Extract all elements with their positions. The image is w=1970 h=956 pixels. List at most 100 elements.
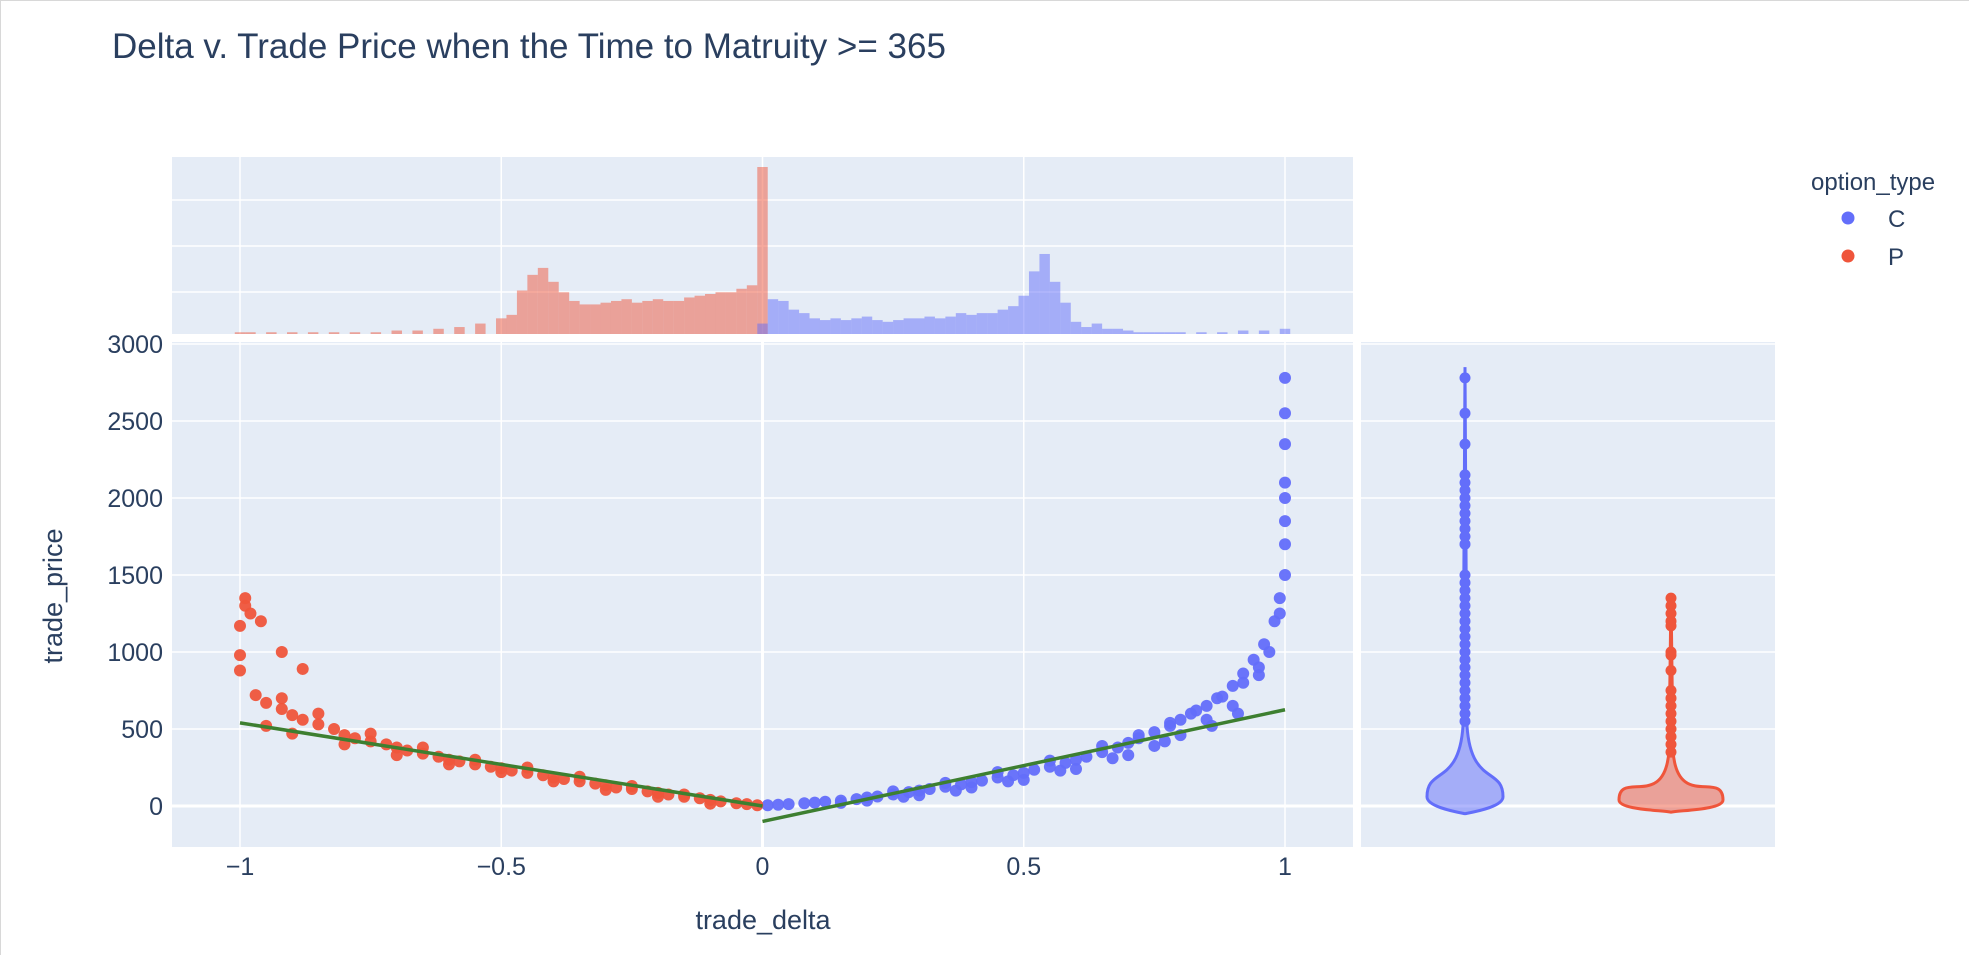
scatter-point-c [1158,735,1171,748]
scatter-point-c [1216,690,1229,703]
histogram-bar-p [631,302,643,334]
violin-point-c [1459,592,1471,604]
legend-item-c[interactable]: C [1841,206,1906,233]
histogram-bar-c [1258,330,1270,334]
y-tick-label: 2000 [107,485,163,513]
histogram-bar-p [245,332,256,334]
violin-point-c [1459,623,1471,635]
scatter-point-c [782,798,795,811]
scatter-point-p [328,723,341,735]
histogram-bar-p [705,293,716,334]
violin-point-c [1459,577,1471,589]
legend: option_type C P [1811,169,1935,271]
violin-point-c [1459,685,1471,696]
legend-label-c: C [1888,206,1905,233]
scatter-point-c [1279,371,1291,384]
histogram-bar-c [1112,328,1124,334]
scatter-point-p [312,718,325,731]
histogram-bar-c [1237,330,1249,334]
violin-point-p [1665,715,1677,727]
y-tick-label: 2500 [107,408,163,436]
histogram-bar-c [1008,306,1019,334]
histogram-bar-c [1154,332,1165,334]
histogram-bar-p [433,328,444,334]
legend-label-p: P [1888,244,1904,271]
histogram-bar-p [579,304,591,334]
scatter-point-c [1200,699,1213,712]
violin-point-c [1459,661,1471,673]
scatter-point-c [798,797,811,810]
histogram-bar-c [934,318,946,334]
violin-point-c [1459,569,1471,581]
scatter-point-p [254,615,267,628]
scatter-point-c [819,795,832,808]
histogram-bar-p [527,274,538,334]
scatter-point-c [1054,764,1067,777]
histogram-bar-p [548,281,559,334]
violin-point-c [1459,492,1471,504]
scatter-point-p [234,664,246,677]
scatter-point-c [1132,729,1145,742]
scatter-point-p [275,702,288,715]
histogram-bar-p [328,332,340,334]
scatter-point-p [249,689,262,702]
scatter-point-p [652,790,664,803]
violins [1425,367,1725,816]
scatter-point-p [275,646,288,658]
scatter-point-p [296,662,309,675]
scatter-point-c [965,781,978,794]
histogram-bar-c [1133,332,1144,334]
violin-point-c [1459,531,1471,542]
scatter-point-c [975,774,988,787]
trendline-p [239,721,763,808]
x-tick-labels: −1 −0.5 0 0.5 1 [226,853,1292,881]
scatter-point-p [704,797,717,810]
scatter-point-p [312,707,325,720]
histogram-bar-c [882,321,894,334]
scatter-point-c [913,789,926,802]
scatter-point-p [260,696,273,709]
violin-point-c [1459,584,1471,596]
scatter-points [234,371,1291,812]
histogram-bar-c [1091,323,1103,334]
histogram-bar-c [945,316,956,334]
violin-point-p [1665,723,1677,735]
x-tick-label: −0.5 [477,853,526,881]
histogram-bar-c [976,313,988,334]
violin-point-c [1459,654,1471,666]
scatter-point-c [1017,773,1030,786]
scatter-point-p [599,783,612,796]
violin-point-c [1459,600,1471,612]
violin-point-c [1459,646,1471,658]
histogram-bar-p [516,290,528,334]
histogram-bar-c [1018,295,1029,334]
histogram-bar-c [819,320,831,334]
scatter-point-c [1279,492,1291,504]
scatter-point-c [1164,716,1177,729]
violin-point-c [1459,500,1471,512]
trendlines [239,708,1286,824]
violin-point-p [1665,608,1677,619]
violin-point-p [1665,685,1677,696]
violin-point-c [1459,372,1471,384]
histogram-bar-p [558,292,570,334]
violin-point-c [1459,669,1471,681]
histogram-bar-c [1028,271,1040,334]
histogram-bar-c [1164,332,1176,334]
scatter-point-c [1122,749,1135,762]
violin-point-p [1665,731,1677,743]
histogram-bar-p [370,332,382,334]
scatter-point-c [897,790,910,803]
scatter-point-c [1028,763,1041,776]
histogram-bar-p [307,332,319,334]
violin-point-c [1459,407,1471,419]
x-tick-label: −1 [226,853,255,881]
legend-item-p[interactable]: P [1841,244,1905,271]
histogram-bar-c [809,318,820,334]
histogram-bar-p [349,332,361,334]
scatter-point-p [275,692,288,705]
violin-point-c [1459,715,1471,727]
legend-marker-c [1841,211,1855,225]
violin-point-p [1665,708,1677,720]
